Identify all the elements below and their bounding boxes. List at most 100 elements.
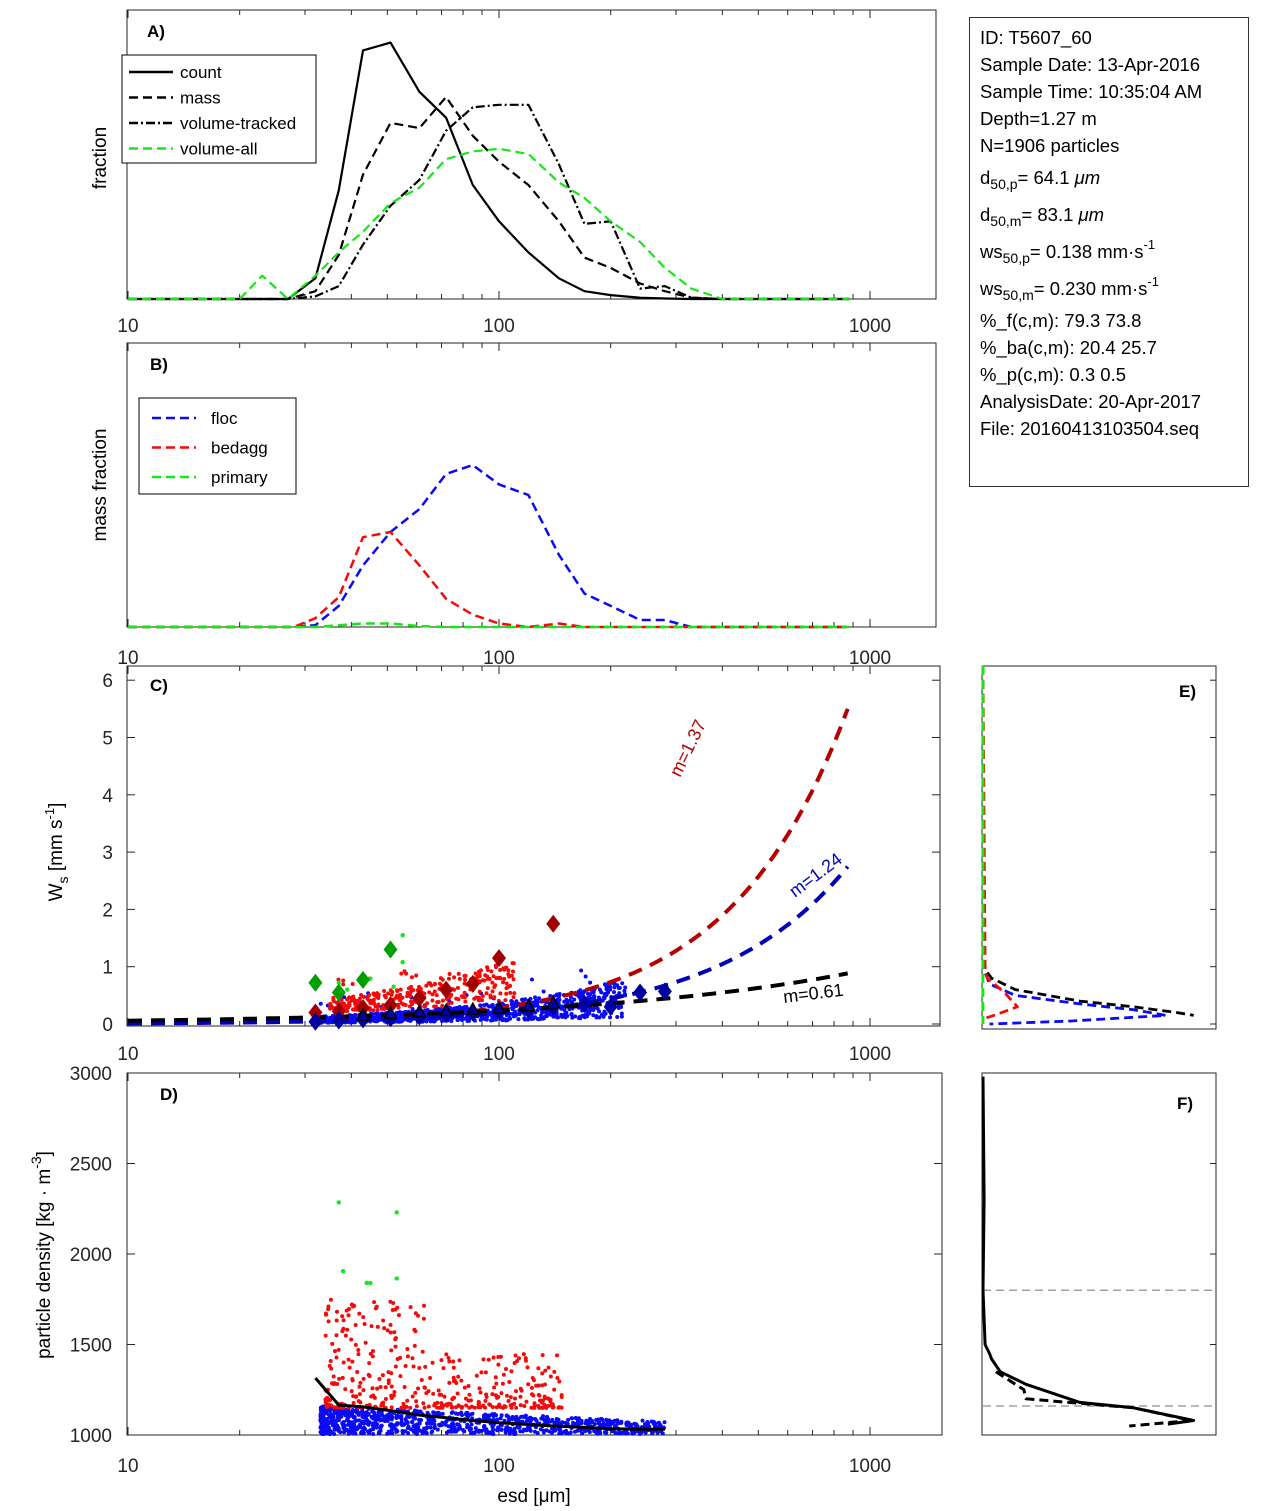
scatter-point-floc	[347, 1422, 352, 1427]
scatter-point-floc	[590, 1006, 595, 1011]
x-tick-label: 100	[483, 1044, 515, 1065]
scatter-point-bedagg	[383, 995, 388, 1000]
scatter-point-floc	[359, 1430, 364, 1435]
scatter-point-bedagg	[421, 1401, 426, 1406]
scatter-point-bedagg	[523, 1356, 528, 1361]
scatter-point-floc	[510, 1414, 515, 1419]
scatter-point-bedagg	[474, 995, 479, 1000]
scatter-point-floc	[371, 1012, 376, 1017]
scatter-point-bedagg	[436, 999, 441, 1004]
scatter-point-floc	[559, 1421, 564, 1426]
scatter-point-primary	[336, 980, 342, 985]
scatter-point-floc	[376, 1410, 381, 1415]
scatter-point-floc	[619, 1420, 624, 1425]
scatter-point-bedagg	[492, 985, 497, 990]
scatter-point-floc	[451, 1422, 456, 1427]
scatter-point-bedagg	[489, 969, 494, 974]
scatter-point-bedagg	[430, 1360, 435, 1365]
scatter-point-floc	[584, 1014, 589, 1019]
scatter-point-floc	[565, 1431, 570, 1436]
x-tick-label: 10	[117, 1044, 138, 1065]
scatter-point-bedagg	[374, 991, 379, 996]
scatter-point-bedagg	[433, 1401, 438, 1406]
scatter-point-bedagg	[393, 1344, 398, 1349]
scatter-point-bedagg	[356, 1347, 361, 1352]
y-tick-label: 1000	[70, 1426, 112, 1447]
scatter-point-floc	[326, 1419, 331, 1424]
scatter-point-floc	[465, 1422, 470, 1427]
scatter-point-floc	[482, 1016, 487, 1021]
scatter-point-bedagg	[518, 1394, 523, 1399]
scatter-point-floc	[534, 1001, 539, 1006]
panel-f-ticks	[1210, 1072, 1216, 1436]
scatter-point-bedagg	[357, 1311, 362, 1316]
scatter-point-floc	[361, 1414, 366, 1419]
scatter-point-bedagg	[459, 1378, 464, 1383]
scatter-point-bedagg	[536, 1366, 541, 1371]
scatter-point-bedagg	[340, 1329, 345, 1334]
scatter-point-bedagg	[416, 1386, 421, 1391]
scatter-point-floc	[377, 1430, 382, 1435]
scatter-point-bedagg	[498, 967, 503, 972]
scatter-point-floc	[329, 1412, 334, 1417]
x-tick-label: 1000	[849, 316, 891, 337]
scatter-point-bedagg	[508, 1395, 513, 1400]
series-line-count	[128, 41, 850, 301]
scatter-point-bedagg	[393, 1336, 398, 1341]
binned-mean-marker-floc	[603, 997, 618, 1016]
scatter-point-bedagg	[497, 975, 502, 980]
scatter-point-bedagg	[423, 1004, 428, 1009]
scatter-point-floc	[646, 1421, 651, 1426]
scatter-point-bedagg	[331, 1374, 336, 1379]
scatter-point-floc	[504, 1018, 509, 1023]
panel-d-scatter	[318, 1200, 667, 1437]
scatter-point-floc	[617, 985, 622, 990]
binned-mean-marker-floc	[492, 1002, 506, 1021]
scatter-point-bedagg	[440, 1003, 445, 1008]
scatter-point-bedagg	[480, 998, 485, 1003]
scatter-point-floc	[341, 1419, 346, 1424]
scatter-point-bedagg	[334, 1309, 339, 1314]
scatter-point-floc	[366, 1412, 371, 1417]
scatter-point-bedagg	[513, 1389, 518, 1394]
scatter-point-floc	[380, 1412, 385, 1417]
scatter-point-floc	[385, 1416, 390, 1421]
scatter-point-floc	[587, 1430, 592, 1435]
scatter-point-floc	[608, 1015, 613, 1020]
scatter-point-floc	[533, 1015, 538, 1020]
scatter-point-floc	[378, 1417, 383, 1422]
binned-mean-marker-bedagg	[492, 949, 506, 968]
scatter-point-bedagg	[346, 1313, 351, 1318]
scatter-point-bedagg	[396, 1313, 401, 1318]
scatter-point-floc	[350, 1412, 355, 1417]
binned-mean-marker-primary	[308, 973, 323, 992]
scatter-point-floc	[575, 1418, 580, 1423]
scatter-point-bedagg	[389, 992, 394, 997]
panel-c-fit-curves	[127, 708, 850, 1026]
scatter-point-bedagg	[441, 1366, 446, 1371]
y-tick-label: 2	[102, 900, 113, 921]
scatter-point-floc	[640, 1418, 645, 1423]
panel-b-label: B)	[150, 355, 168, 374]
scatter-point-floc	[507, 1015, 512, 1020]
scatter-point-floc	[528, 1428, 533, 1433]
scatter-point-bedagg	[420, 1349, 425, 1354]
scatter-point-bedagg	[343, 1387, 348, 1392]
scatter-point-bedagg	[490, 1392, 495, 1397]
scatter-point-bedagg	[413, 1329, 418, 1334]
scatter-point-bedagg	[366, 1372, 371, 1377]
info-id: ID: T5607_60	[980, 27, 1092, 48]
scatter-point-bedagg	[408, 999, 413, 1004]
legend-label-volume-all: volume-all	[180, 140, 257, 159]
scatter-point-bedagg	[514, 1405, 519, 1410]
scatter-point-bedagg	[323, 1333, 328, 1338]
scatter-point-floc	[318, 1405, 323, 1410]
scatter-point-bedagg	[399, 971, 404, 976]
scatter-point-bedagg	[552, 1369, 557, 1374]
scatter-point-bedagg	[542, 1396, 547, 1401]
scatter-point-bedagg	[410, 1356, 415, 1361]
scatter-point-bedagg	[544, 1405, 549, 1410]
x-tick-label: 10	[117, 316, 138, 337]
scatter-point-bedagg	[343, 1333, 348, 1338]
scatter-point-floc	[568, 1430, 573, 1435]
